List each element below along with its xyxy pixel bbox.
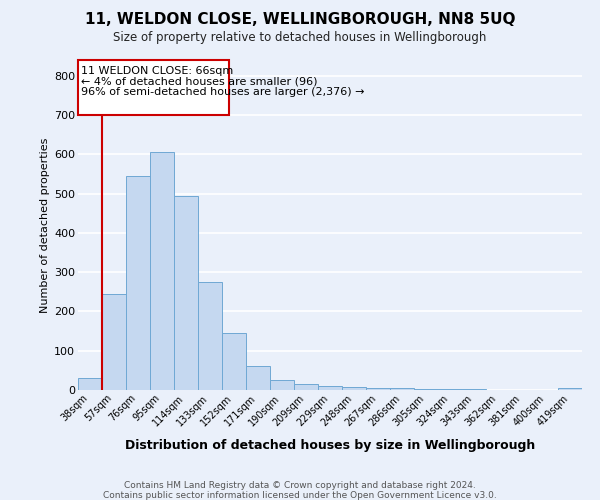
Bar (270, 380, 294, 390)
Y-axis label: Number of detached properties: Number of detached properties (40, 138, 50, 312)
Bar (246, 366, 270, 390)
Bar (102, 294, 126, 390)
Bar (198, 282, 222, 390)
Bar (390, 388, 414, 390)
Text: 11 WELDON CLOSE: 66sqm: 11 WELDON CLOSE: 66sqm (82, 66, 233, 76)
Bar (126, 176, 150, 390)
Bar (150, 152, 174, 390)
Bar (414, 389, 438, 390)
Bar (558, 388, 582, 390)
Text: 11, WELDON CLOSE, WELLINGBOROUGH, NN8 5UQ: 11, WELDON CLOSE, WELLINGBOROUGH, NN8 5U… (85, 12, 515, 28)
X-axis label: Distribution of detached houses by size in Wellingborough: Distribution of detached houses by size … (125, 439, 535, 452)
Bar (294, 384, 318, 390)
Bar (318, 386, 342, 390)
Bar (342, 387, 366, 390)
Bar (79, 60, 229, 115)
Text: ← 4% of detached houses are smaller (96): ← 4% of detached houses are smaller (96) (82, 77, 318, 87)
Bar (438, 389, 462, 390)
Bar (462, 389, 486, 390)
Bar (174, 196, 198, 390)
Bar (366, 388, 390, 390)
Text: 96% of semi-detached houses are larger (2,376) →: 96% of semi-detached houses are larger (… (82, 88, 365, 98)
Text: Contains public sector information licensed under the Open Government Licence v3: Contains public sector information licen… (103, 491, 497, 500)
Bar (78, 378, 102, 390)
Text: Contains HM Land Registry data © Crown copyright and database right 2024.: Contains HM Land Registry data © Crown c… (124, 481, 476, 490)
Bar (222, 333, 246, 390)
Text: Size of property relative to detached houses in Wellingborough: Size of property relative to detached ho… (113, 31, 487, 44)
